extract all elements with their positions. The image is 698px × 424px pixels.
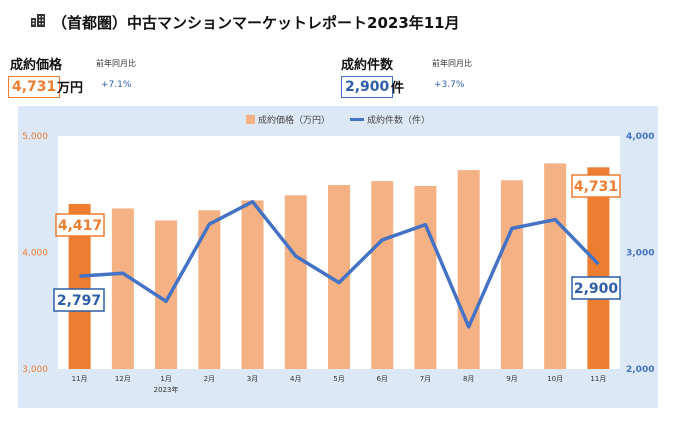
x-tick-label: 8月 <box>463 375 474 383</box>
x-tick-label: 2月 <box>204 375 215 383</box>
x-tick-label: 9月 <box>506 375 517 383</box>
kpi-price-label: 成約価格 <box>10 58 63 73</box>
callout-line-last-box <box>571 276 621 300</box>
bar <box>457 170 480 369</box>
x-tick-label: 12月 <box>115 375 131 383</box>
kpi-price-sub: 前年同月比 <box>96 59 136 68</box>
page-title-text: （首都圏）中古マンションマーケットレポート2023年11月 <box>52 13 460 32</box>
kpi-price-value: 4,731 <box>8 76 61 98</box>
legend-bar-label: 成約価格（万円） <box>258 114 330 126</box>
bar <box>500 180 523 369</box>
kpi-count-sub: 前年同月比 <box>432 59 472 68</box>
callout-bar-first-box <box>55 213 105 237</box>
x-tick-label: 11月 <box>590 375 606 383</box>
y-right-tick-label: 4,000 <box>626 132 654 142</box>
bar <box>111 208 134 369</box>
x-tick-label: 4月 <box>290 375 301 383</box>
x-year-label: 2023年 <box>154 385 179 394</box>
kpi-price-delta: +7.1% <box>101 80 132 90</box>
callout-line-first-box <box>53 288 105 312</box>
y-right-tick-label: 2,000 <box>626 365 654 375</box>
bar <box>328 185 350 369</box>
y-left-tick-label: 3,000 <box>22 365 48 375</box>
x-tick-label: 7月 <box>420 375 431 383</box>
x-tick-label: 6月 <box>376 375 387 383</box>
building-icon <box>30 12 46 32</box>
legend-bar-swatch <box>246 115 255 124</box>
kpi-count-value: 2,900 <box>341 76 394 98</box>
bar <box>241 200 264 369</box>
bar <box>198 210 221 369</box>
x-tick-label: 10月 <box>547 375 563 383</box>
bar <box>155 220 178 369</box>
y-left-tick-label: 4,000 <box>22 249 48 259</box>
bar <box>68 203 91 369</box>
line-series <box>79 199 600 329</box>
x-tick-label: 3月 <box>247 375 258 383</box>
callout-line-first: 2,797 <box>57 293 101 309</box>
bar <box>414 185 437 369</box>
bar <box>587 167 610 369</box>
kpi-count-delta: +3.7% <box>434 80 465 90</box>
y-left-tick-label: 5,000 <box>22 132 48 142</box>
kpi-count-label: 成約件数 <box>341 58 394 73</box>
x-tick-label: 5月 <box>333 375 344 383</box>
x-tick-label: 1月 <box>160 375 171 383</box>
bar <box>371 181 394 369</box>
bar <box>284 195 307 369</box>
bar <box>544 163 567 369</box>
kpi-count-unit: 件 <box>391 81 405 96</box>
callout-line-last: 2,900 <box>574 281 619 297</box>
page-title: （首都圏）中古マンションマーケットレポート2023年11月 <box>30 10 460 34</box>
x-tick-label: 11月 <box>72 375 88 383</box>
callout-bar-last: 4,731 <box>574 179 618 195</box>
y-right-tick-label: 3,000 <box>626 249 654 259</box>
callout-bar-last-box <box>571 174 621 198</box>
callout-bar-first: 4,417 <box>58 218 102 234</box>
kpi-price-unit: 万円 <box>57 81 84 96</box>
legend-line-label: 成約件数（件） <box>367 114 430 126</box>
